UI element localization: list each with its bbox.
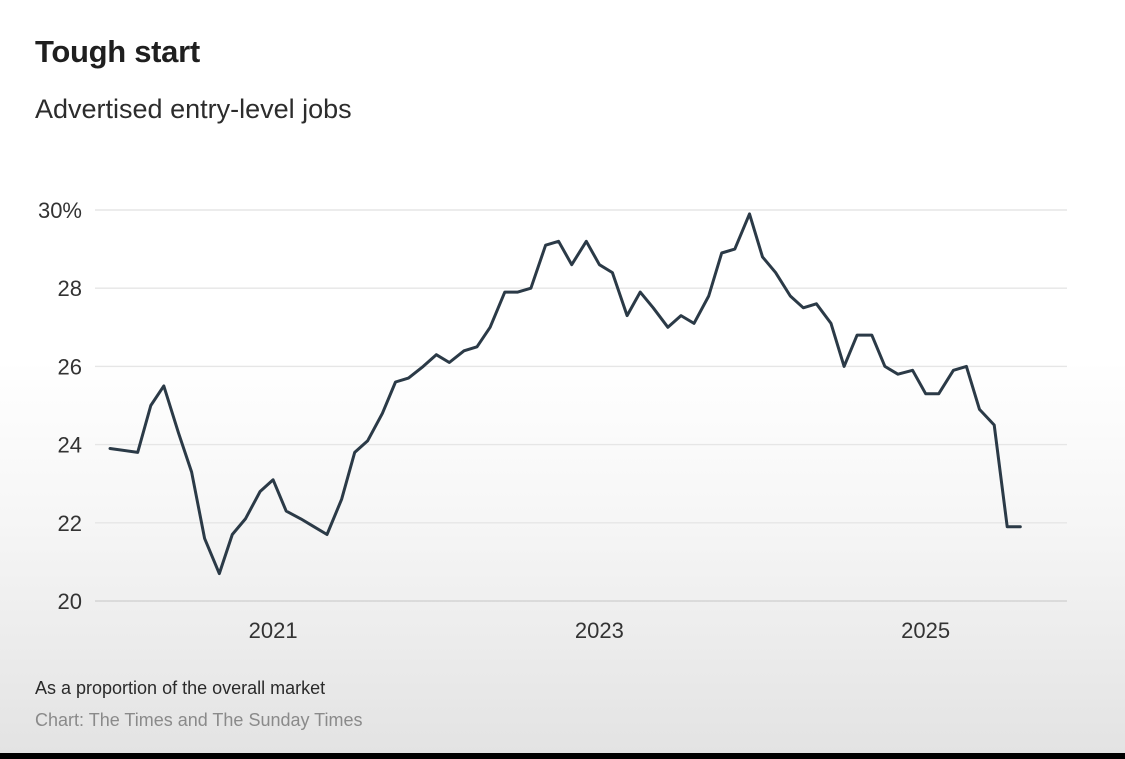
data-point (422, 365, 425, 368)
data-point (394, 381, 397, 384)
data-point (366, 439, 369, 442)
data-point (544, 244, 547, 247)
data-point (1019, 525, 1022, 528)
data-point (911, 369, 914, 372)
data-point (679, 314, 682, 317)
data-point (639, 291, 642, 294)
data-point (340, 498, 343, 501)
series-line (108, 212, 1022, 576)
data-point (774, 271, 777, 274)
data-point (856, 334, 859, 337)
data-point (733, 248, 736, 251)
data-point (748, 212, 751, 215)
data-point (462, 349, 465, 352)
data-point (177, 431, 180, 434)
chart-title: Tough start (35, 34, 200, 69)
data-point (190, 470, 193, 473)
data-point (353, 451, 356, 454)
data-point (937, 392, 940, 395)
data-point (407, 377, 410, 380)
y-tick-label: 20 (58, 589, 82, 614)
data-point (259, 490, 262, 493)
data-point (529, 287, 532, 290)
data-point (626, 314, 629, 317)
data-point (720, 252, 723, 255)
line-chart: 20 22 24 26 28 30% 2021 2023 2025 (38, 198, 1067, 643)
data-point (924, 392, 927, 395)
data-point (830, 322, 833, 325)
data-point (693, 322, 696, 325)
chart-footnote: As a proportion of the overall market (35, 678, 326, 698)
y-tick-label: 26 (58, 354, 82, 379)
data-point (585, 240, 588, 243)
data-point (476, 345, 479, 348)
data-point (162, 384, 165, 387)
data-point (489, 326, 492, 329)
data-point (883, 365, 886, 368)
data-point (952, 369, 955, 372)
data-point (231, 533, 234, 536)
data-point (244, 517, 247, 520)
y-tick-label: 24 (58, 433, 82, 458)
data-point (789, 295, 792, 298)
data-point (109, 447, 112, 450)
data-point (666, 326, 669, 329)
data-point (1006, 525, 1009, 528)
y-tick-label: 28 (58, 276, 82, 301)
x-tick-label: 2025 (901, 618, 950, 643)
y-tick-label: 22 (58, 511, 82, 536)
data-point (802, 306, 805, 309)
data-point (218, 572, 221, 575)
data-point (761, 255, 764, 258)
data-point (870, 334, 873, 337)
data-point (993, 424, 996, 427)
x-tick-label: 2021 (249, 618, 298, 643)
data-point (978, 408, 981, 411)
data-point (896, 373, 899, 376)
data-point (299, 517, 302, 520)
data-point (435, 353, 438, 356)
y-axis-ticks: 20 22 24 26 28 30% (38, 198, 82, 614)
data-point (652, 306, 655, 309)
data-point (843, 365, 846, 368)
data-point (448, 361, 451, 364)
x-axis-ticks: 2021 2023 2025 (249, 618, 950, 643)
data-point (598, 263, 601, 266)
chart-source: Chart: The Times and The Sunday Times (35, 710, 363, 730)
x-tick-label: 2023 (575, 618, 624, 643)
data-point (312, 525, 315, 528)
data-point (570, 263, 573, 266)
data-point (272, 478, 275, 481)
data-point (203, 537, 206, 540)
series-layer (108, 212, 1022, 576)
data-point (285, 510, 288, 513)
data-point (503, 291, 506, 294)
data-point (707, 295, 710, 298)
data-point (149, 404, 152, 407)
gridlines (95, 209, 1067, 602)
data-point (611, 271, 614, 274)
data-point (136, 451, 139, 454)
y-tick-label: 30% (38, 198, 82, 223)
data-point (325, 533, 328, 536)
data-point (516, 291, 519, 294)
data-point (815, 302, 818, 305)
chart-subtitle: Advertised entry-level jobs (35, 94, 352, 124)
data-point (557, 240, 560, 243)
data-point (965, 365, 968, 368)
data-point (381, 412, 384, 415)
